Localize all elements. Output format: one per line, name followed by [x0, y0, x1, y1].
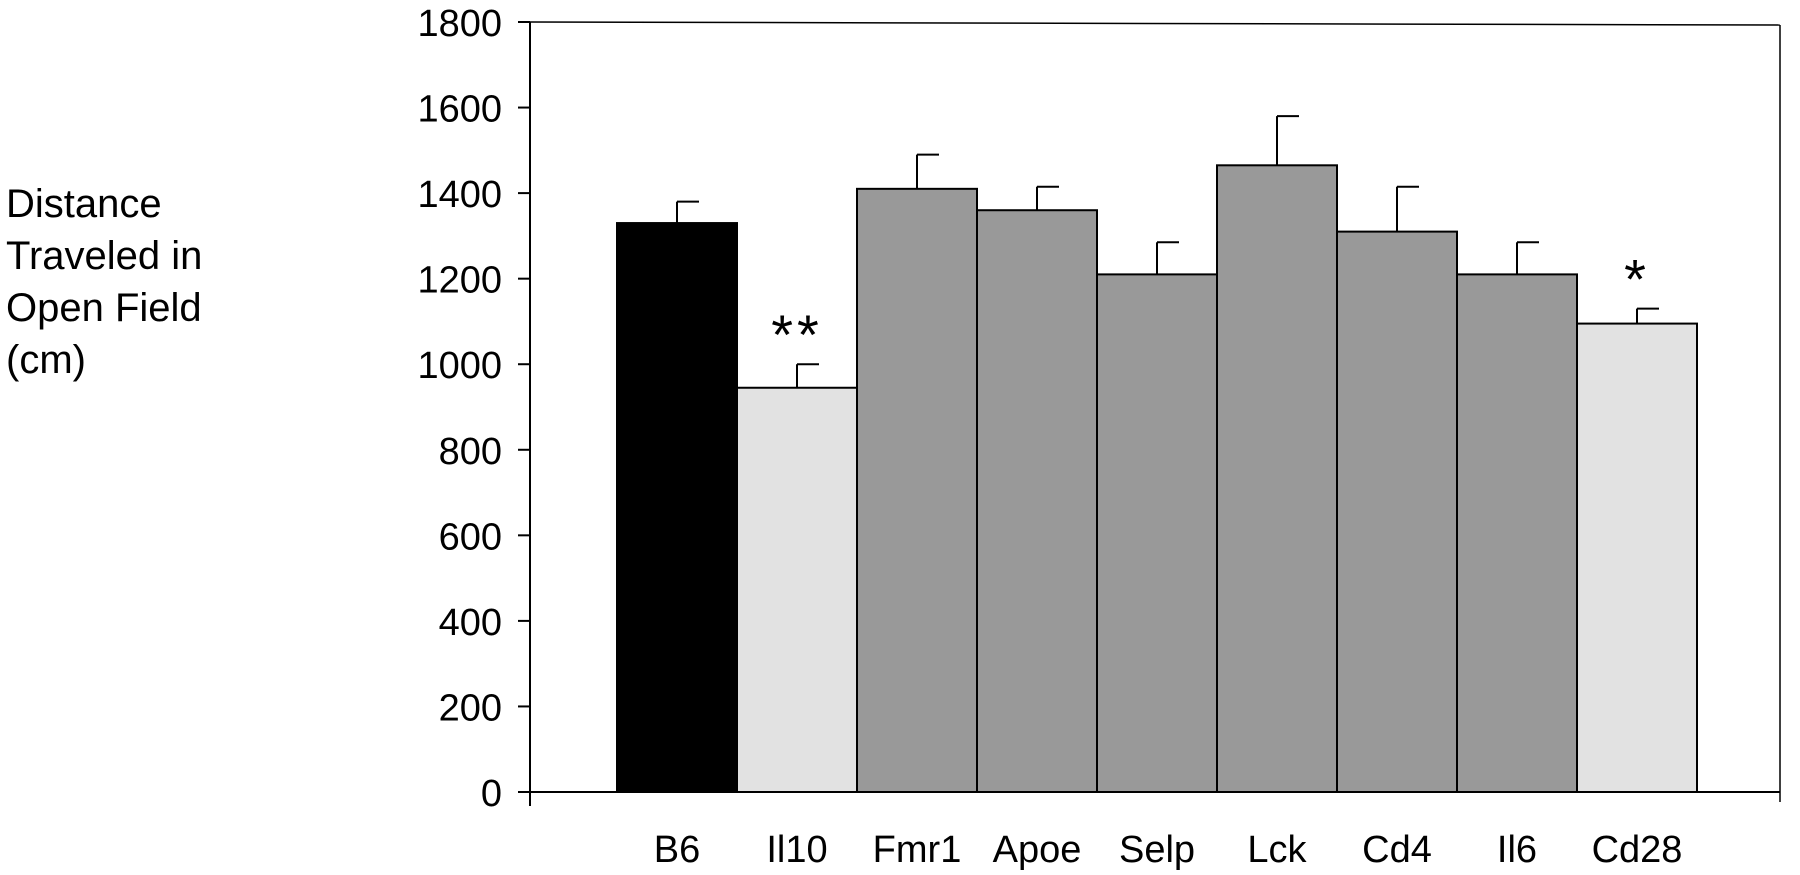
y-axis-label-line-3: Open Field: [6, 286, 202, 330]
y-axis-label: Distance Traveled in Open Field (cm): [6, 178, 202, 386]
y-tick-label: 0: [481, 773, 502, 815]
x-tick-label-selp: Selp: [1119, 829, 1195, 871]
bar-cd4: [1336, 230, 1458, 794]
y-tick-label: 600: [439, 516, 502, 558]
y-tick-label: 1000: [417, 345, 502, 387]
x-tick-label-fmr1: Fmr1: [873, 829, 962, 871]
x-tick-label-apoe: Apoe: [993, 829, 1082, 871]
bar-cd28: [1576, 322, 1698, 793]
x-tick-label-cd28: Cd28: [1592, 829, 1683, 871]
bar-lck: [1216, 164, 1338, 794]
y-tick-label: 800: [439, 431, 502, 473]
y-axis-label-line-4: (cm): [6, 338, 86, 382]
x-tick-label-lck: Lck: [1247, 829, 1307, 871]
y-tick-label: 200: [439, 687, 502, 729]
plot-top-border: [529, 21, 1781, 26]
y-axis-label-line-2: Traveled in: [6, 234, 203, 278]
x-tick-label-il6: Il6: [1497, 829, 1537, 871]
y-tick-label: 1400: [417, 174, 502, 216]
y-tick-label: 1800: [417, 3, 502, 45]
bar-il10: [736, 386, 858, 793]
bar-b6: [616, 222, 738, 794]
y-tick-label: 400: [439, 602, 502, 644]
x-tick-label-il10: Il10: [766, 829, 827, 871]
significance-annotation-il10: **: [771, 303, 823, 366]
x-tick-label-b6: B6: [654, 829, 700, 871]
x-tick-label-cd4: Cd4: [1362, 829, 1432, 871]
bar-il6: [1456, 273, 1578, 793]
bar-apoe: [976, 209, 1098, 793]
y-tick-label: 1600: [417, 89, 502, 131]
y-tick-label: 1200: [417, 260, 502, 302]
y-axis-label-line-1: Distance: [6, 182, 162, 226]
bar-fmr1: [856, 187, 978, 794]
significance-annotation-cd28: *: [1624, 248, 1650, 311]
bar-selp: [1096, 273, 1218, 793]
